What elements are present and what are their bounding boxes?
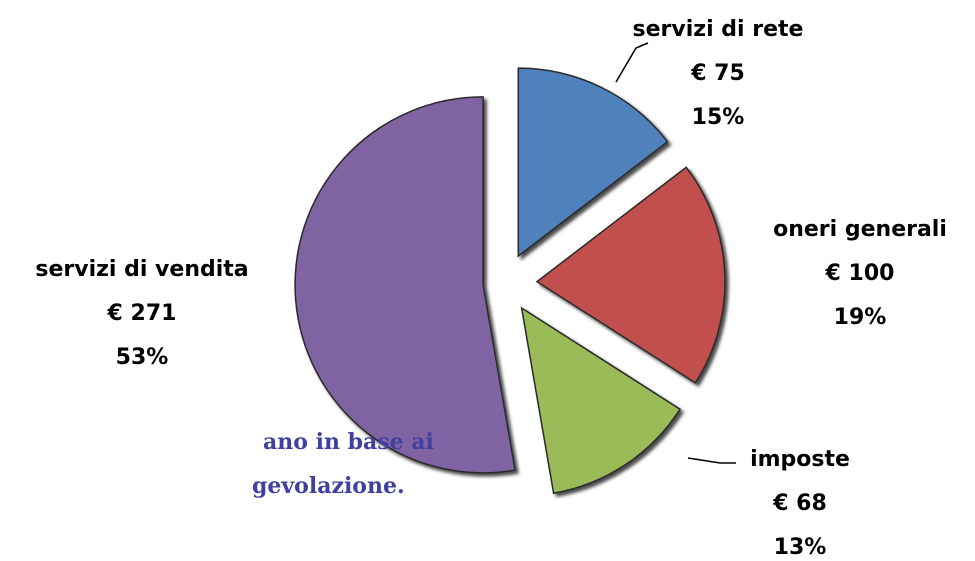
annotation: ano in base ai <box>263 429 434 455</box>
slice-label: oneri generali <box>773 217 947 242</box>
value-label: € 271 <box>107 301 177 326</box>
pie-slice <box>520 306 682 495</box>
leader-line <box>615 42 649 83</box>
percentage-label: 53% <box>116 345 169 370</box>
pie-slice <box>535 166 726 384</box>
value-label: € 68 <box>772 491 827 516</box>
percentage-label: 13% <box>774 535 827 560</box>
value-label: € 100 <box>825 261 895 286</box>
slice-label: servizi di vendita <box>35 257 248 282</box>
leader-line <box>687 457 736 464</box>
slice-label: imposte <box>750 447 850 472</box>
annotation: gevolazione. <box>252 473 405 499</box>
value-label: € 75 <box>690 61 745 86</box>
pie-slice <box>294 96 516 474</box>
slice-label: servizi di rete <box>633 17 804 42</box>
percentage-label: 19% <box>834 305 887 330</box>
percentage-label: 15% <box>692 105 745 130</box>
pie-slice <box>517 67 669 258</box>
